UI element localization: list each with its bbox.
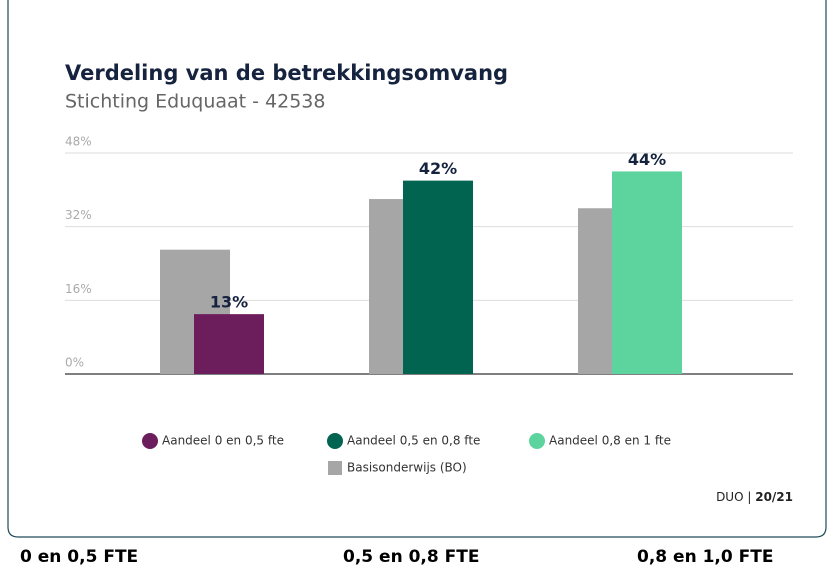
legend-swatch xyxy=(529,433,545,449)
bar xyxy=(403,180,473,374)
bar xyxy=(194,314,264,374)
card xyxy=(7,0,827,538)
y-tick-label: 32% xyxy=(65,208,92,222)
legend-label: Aandeel 0 en 0,5 fte xyxy=(162,434,284,448)
legend-swatch xyxy=(328,461,342,475)
y-tick-label: 16% xyxy=(65,282,92,296)
footer: DUO | 20/21 xyxy=(716,490,793,504)
y-tick-label: 48% xyxy=(65,135,92,149)
legend-label: Aandeel 0,5 en 0,8 fte xyxy=(347,434,480,448)
period: 20/21 xyxy=(755,490,793,504)
legend-label: Aandeel 0,8 en 1 fte xyxy=(549,434,671,448)
legend-swatch xyxy=(327,433,343,449)
chart-title: Verdeling van de betrekkingsomvang xyxy=(65,61,508,85)
chart-subtitle: Stichting Eduquaat - 42538 xyxy=(65,91,325,113)
legend-label: Basisonderwijs (BO) xyxy=(347,461,467,475)
data-label: 42% xyxy=(419,159,457,178)
data-label: 44% xyxy=(628,150,666,169)
bar xyxy=(612,171,682,374)
caption: 0,8 en 1,0 FTE xyxy=(637,547,773,567)
caption: 0,5 en 0,8 FTE xyxy=(343,547,479,567)
legend-swatch xyxy=(142,433,158,449)
caption: 0 en 0,5 FTE xyxy=(20,547,138,567)
y-tick-label: 0% xyxy=(65,356,84,370)
data-label: 13% xyxy=(210,293,248,312)
source: DUO | xyxy=(716,490,751,504)
